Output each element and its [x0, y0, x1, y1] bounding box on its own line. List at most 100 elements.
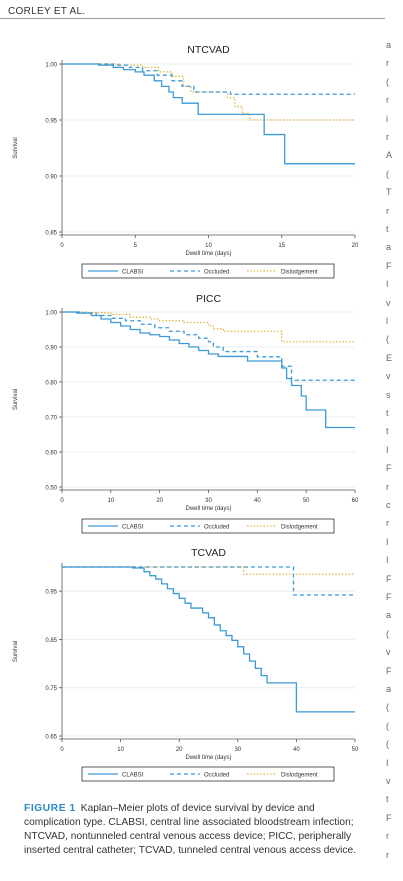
adjacent-column-letter: v: [386, 776, 391, 786]
x-tick-label: 20: [176, 747, 183, 753]
legend-label-occluded: Occluded: [204, 524, 229, 530]
adjacent-column-letter: (: [386, 739, 389, 750]
adjacent-column-letter: a: [386, 610, 392, 621]
y-tick-label: 0.65: [45, 735, 57, 741]
adjacent-column-letter: t: [386, 224, 389, 234]
adjacent-column-letter: (: [386, 720, 389, 731]
y-tick-label: 0.90: [45, 175, 57, 181]
y-axis-label: Survival: [13, 389, 19, 410]
adjacent-column-letter: r: [386, 849, 389, 860]
legend-label-dislodgement: Dislodgement: [281, 772, 318, 778]
series-line-occluded: [62, 566, 355, 596]
x-tick-label: 10: [117, 747, 124, 753]
x-tick-label: 5: [134, 243, 138, 249]
legend: CLABSI Occluded Dislodgement: [81, 263, 335, 279]
figure-caption-text: Kaplan–Meier plots of device survival by…: [24, 803, 357, 856]
y-tick-label: 0.95: [45, 590, 57, 596]
chart-title: TCVAD: [191, 547, 226, 559]
legend-label-occluded: Occluded: [204, 269, 229, 275]
x-axis-label: Dwell time (days): [185, 506, 231, 512]
adjacent-column-letter: (: [386, 168, 389, 179]
x-tick-label: 10: [205, 243, 212, 249]
legend-label-clabsi: CLABSI: [122, 772, 144, 778]
y-tick-label: 0.85: [45, 638, 57, 644]
x-tick-label: 0: [60, 498, 64, 504]
chart-ntcvad-svg: NTCVAD 0.85 0.90 0.95 1.00 0 5 10 15 20 Dwell time…: [13, 44, 359, 279]
adjacent-column-letter: a: [386, 40, 392, 50]
series-line-occluded: [62, 63, 355, 95]
x-tick-label: 30: [205, 498, 212, 504]
adjacent-column-letter: (: [386, 702, 389, 713]
adjacent-column-letter: r: [386, 205, 389, 216]
chart-ntcvad: NTCVAD 0.85 0.90 0.95 1.00 0 5 10 15 20 Dwell time…: [0, 40, 370, 290]
chart-title: PICC: [196, 293, 222, 305]
chart-picc-svg: PICC 0.50 0.60 0.70 0.80 0.90 1.00 0 10 20 30 40 50 6…: [13, 293, 359, 534]
series-line-dislodgement: [62, 63, 355, 121]
chart-picc: PICC 0.50 0.60 0.70 0.80 0.90 1.00 0 10 20 30 40 50 6…: [0, 290, 370, 542]
chart-tcvad-svg: TCVAD 0.65 0.75 0.85 0.95 0 10 20 30 40 50 Dwell ti…: [13, 547, 359, 782]
figure-caption: FIGURE 1 Kaplan–Meier plots of device sur…: [24, 802, 364, 858]
adjacent-column-letter: I: [386, 757, 389, 768]
adjacent-column-letter: F: [386, 665, 392, 676]
adjacent-column-letter: I: [386, 536, 389, 547]
x-tick-label: 0: [60, 747, 64, 753]
adjacent-column-letter: (: [386, 628, 389, 639]
adjacent-column-letter: t: [386, 794, 389, 805]
legend-box: [81, 766, 335, 782]
adjacent-column-letter: r: [386, 831, 389, 842]
adjacent-column-letter: F: [386, 573, 392, 584]
adjacent-column-letter: r: [386, 132, 389, 142]
adjacent-column-letter: v: [386, 647, 391, 658]
adjacent-column-letter: (: [386, 76, 389, 87]
x-tick-label: 40: [254, 498, 261, 504]
adjacent-column-letter: I: [386, 555, 389, 566]
header-rule: [0, 18, 385, 19]
y-tick-label: 0.50: [45, 486, 57, 492]
series-line-clabsi: [62, 311, 355, 429]
y-tick-label: 0.85: [45, 231, 57, 237]
x-axis-label: Dwell time (days): [185, 251, 231, 257]
adjacent-column-letter: c: [386, 500, 391, 510]
adjacent-column-letter: A: [386, 150, 393, 161]
series-line-clabsi: [62, 63, 355, 165]
x-tick-label: 60: [352, 498, 359, 504]
y-tick-label: 0.90: [45, 346, 57, 352]
y-tick-label: 1.00: [45, 311, 57, 317]
legend-label-dislodgement: Dislodgement: [281, 269, 318, 275]
adjacent-column-letter: F: [386, 592, 392, 602]
series-line-occluded: [62, 311, 355, 381]
adjacent-column-letter: I: [386, 444, 389, 455]
adjacent-column-letter: F: [386, 812, 392, 823]
adjacent-column-letter: r: [386, 481, 389, 492]
x-tick-label: 50: [303, 498, 310, 504]
adjacent-column-letter: T: [386, 187, 392, 198]
y-tick-label: 0.80: [45, 381, 57, 387]
chart-title: NTCVAD: [187, 44, 230, 56]
adjacent-column-letter: v: [386, 297, 391, 308]
y-tick-label: 0.95: [45, 119, 57, 125]
series-line-dislodgement: [62, 311, 355, 343]
adjacent-column-letter: a: [386, 684, 392, 694]
legend-label-dislodgement: Dislodgement: [281, 524, 318, 530]
x-tick-label: 50: [352, 747, 359, 753]
y-tick-label: 0.75: [45, 686, 57, 692]
adjacent-column-letter: F: [386, 463, 392, 474]
adjacent-column-letter: v: [386, 371, 391, 382]
adjacent-column-letter: r: [386, 518, 389, 529]
x-tick-label: 20: [352, 243, 359, 249]
figure-label: FIGURE 1: [24, 803, 76, 814]
x-tick-label: 15: [278, 243, 285, 249]
chart-tcvad: TCVAD 0.65 0.75 0.85 0.95 0 10 20 30 40 50 Dwell ti…: [0, 543, 370, 793]
legend-label-clabsi: CLABSI: [122, 269, 144, 275]
x-tick-label: 20: [156, 498, 163, 504]
adjacent-column-letter: s: [386, 389, 391, 400]
adjacent-column-letter: (: [386, 334, 389, 345]
adjacent-column-letter: F: [386, 260, 392, 271]
x-tick-label: 40: [293, 747, 300, 753]
legend: CLABSI Occluded Dislodgement: [81, 766, 335, 782]
adjacent-column-letter: r: [386, 95, 389, 106]
y-tick-label: 0.70: [45, 416, 57, 422]
y-tick-label: 1.00: [45, 63, 57, 69]
legend-label-occluded: Occluded: [204, 772, 229, 778]
adjacent-column-letter: l: [386, 316, 388, 326]
